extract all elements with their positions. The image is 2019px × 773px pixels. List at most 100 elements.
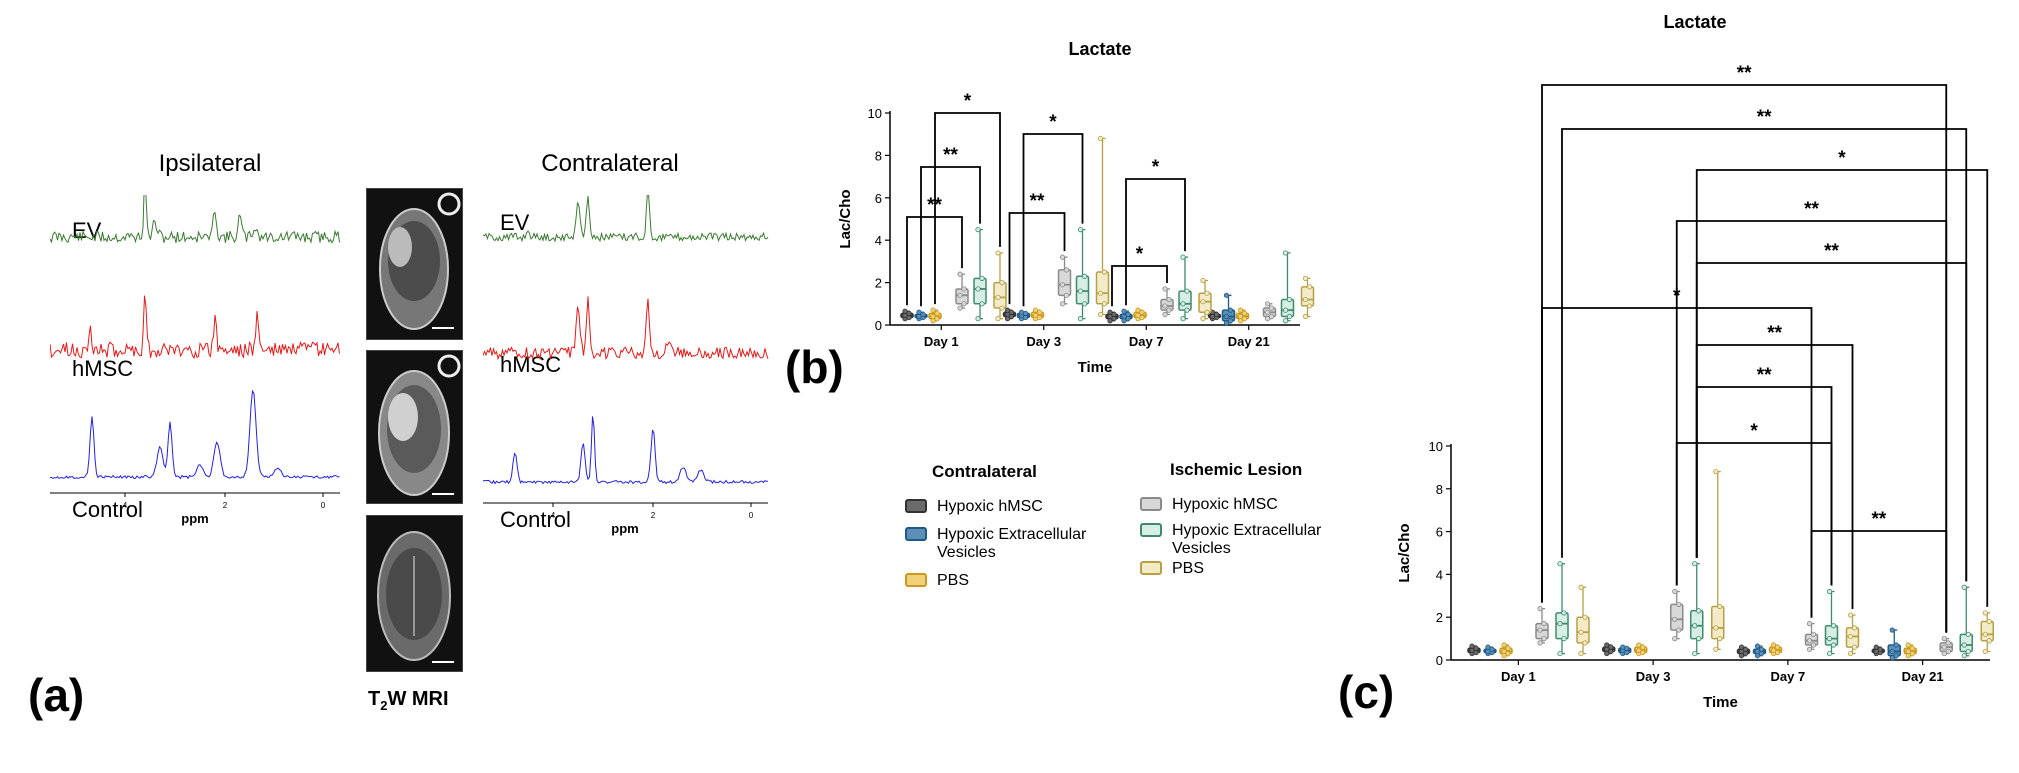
data-point [1036,314,1043,321]
box-3-2 [1160,286,1174,317]
box-5-0 [1576,584,1590,657]
box-iqr [1670,603,1684,631]
ipsi-ppm-label: ppm [181,511,208,526]
data-point [916,309,922,315]
box-2-3 [1903,642,1917,659]
data-point [1264,309,1271,315]
box-iqr [1555,612,1569,640]
data-point [1851,644,1858,650]
data-point [1063,292,1070,298]
data-point [1268,313,1275,320]
data-point [930,313,936,320]
data-point [1810,642,1817,648]
data-point [1241,310,1248,316]
box-2-3 [1235,307,1250,324]
data-point [1302,296,1309,303]
significance-bracket: * [934,91,1001,305]
data-point [1806,621,1813,627]
data-point [957,271,963,277]
data-point [1081,301,1088,307]
bracket-line [1541,307,1813,618]
data-point [1672,588,1678,595]
x-tick-label: Day 1 [924,334,959,349]
data-point [1676,601,1682,607]
data-point [1501,648,1507,655]
data-point [1282,307,1289,313]
data-point [1200,277,1206,284]
bracket-line [1541,84,1948,633]
data-point [1223,313,1230,320]
box-3-1 [1057,254,1072,307]
significance-label: ** [1757,365,1772,386]
y-tick-label: 6 [1436,525,1443,540]
box-4-0 [973,227,987,322]
data-point [1541,621,1547,627]
y-tick-label: 8 [875,148,882,163]
data-point [1945,648,1951,655]
box-3-3 [1939,635,1953,657]
data-point [1018,309,1025,315]
box-4-1 [1075,227,1090,322]
data-point [1851,625,1858,631]
data-point [1847,612,1854,618]
data-point [961,286,967,292]
significance-label: * [1136,244,1144,265]
box-0-2 [1105,309,1119,324]
data-point [1204,309,1210,315]
box-iqr [1959,633,1973,653]
data-point [1111,311,1117,317]
significance-bracket: ** [1541,63,1948,633]
mri-image-ev [366,188,463,340]
data-point [1008,309,1015,315]
box-4-2 [1824,588,1839,657]
x-tick-label: Day 1 [1501,669,1536,684]
data-point [1770,642,1777,648]
contra-spectrum-ev [483,195,769,243]
data-point [1717,603,1723,610]
box-3-0 [1535,606,1549,646]
mri-image-hmsc [366,350,463,504]
data-point [1713,646,1719,652]
data-point [975,316,981,322]
contra-spectrum-control [483,416,769,485]
y-tick-label: 0 [875,318,882,333]
box-iqr [1576,616,1590,644]
lactate-chart-c: Lactate 0 2 4 6 8 10 Lac/Cho Day 1 Day 3 Day 7 Day … [1396,12,1994,711]
box-5-0 [993,250,1007,322]
significance-bracket: * [1695,148,1989,607]
data-point [1036,309,1043,315]
data-point [961,301,967,307]
y-tick-label: 2 [1436,610,1443,625]
data-point [1541,635,1547,642]
data-point [1961,642,1967,648]
data-point [1696,608,1702,614]
significance-label: ** [1757,107,1772,128]
box-iqr [1057,269,1072,297]
legend-swatch [905,573,927,587]
data-point [1774,649,1781,656]
data-point [906,310,912,316]
significance-label: ** [943,145,958,166]
box-3-3 [1262,301,1277,322]
data-point [1692,561,1698,567]
data-point [1184,288,1190,294]
data-point [1672,635,1678,642]
data-point [1909,650,1915,657]
data-point [1941,635,1947,642]
data-point [1505,650,1511,657]
contra-spectrum-hmsc [483,296,769,361]
legend-swatch [1140,561,1162,575]
box-5-2 [1845,612,1860,657]
data-point [1717,635,1723,642]
chart-body: Lactate 0 2 4 6 8 10 Lac/Cho Day 1 Day 3 Day 7 Day … [837,39,1315,376]
data-point [1101,301,1108,307]
significance-label: * [964,91,972,112]
y-tick-label: 10 [1429,439,1443,454]
data-point [1826,650,1833,657]
data-point [1758,646,1765,652]
y-tick-label: 2 [875,276,882,291]
box-2-0 [1499,642,1513,659]
significance-label: ** [1824,241,1839,262]
data-point [1501,642,1507,648]
data-point [1032,307,1039,313]
